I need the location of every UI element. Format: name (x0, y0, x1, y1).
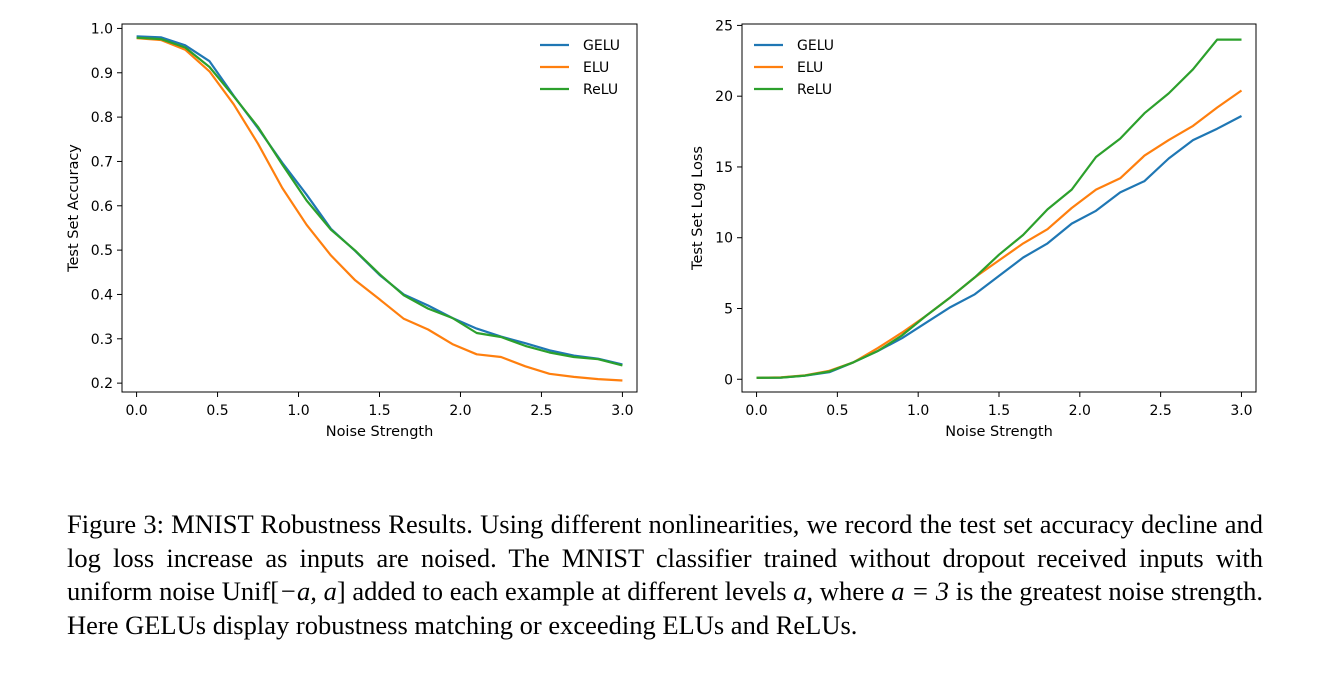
y-tick-label: 15 (715, 160, 733, 176)
series-line-gelu (136, 35, 623, 366)
series-line-elu (756, 89, 1243, 379)
y-axis-label: Test Set Accuracy (66, 144, 82, 273)
x-axis-label: Noise Strength (326, 424, 434, 440)
legend-label-relu: ReLU (583, 82, 618, 98)
x-tick-label: 1.5 (368, 403, 390, 419)
y-tick-label: 25 (715, 18, 733, 34)
y-tick-label: 0.5 (91, 243, 113, 259)
series-group (756, 38, 1243, 379)
caption-text-b: ] added to each example at different lev… (336, 576, 794, 606)
series-line-relu (756, 38, 1242, 379)
x-tick-label: 0.0 (745, 403, 767, 419)
series-line-gelu (756, 115, 1243, 379)
axes-frame (121, 23, 638, 393)
caption-math-a: a (793, 576, 807, 606)
series-line-elu (136, 37, 623, 382)
figure-caption: Figure 3: MNIST Robustness Results. Usin… (67, 508, 1263, 642)
y-tick-label: 0.2 (91, 376, 113, 392)
y-tick-label: 1.0 (91, 21, 113, 37)
y-tick-label: 10 (715, 231, 733, 247)
x-tick-label: 2.5 (1150, 403, 1172, 419)
y-tick-label: 0.3 (91, 332, 113, 348)
series-line-relu (136, 36, 623, 367)
log-loss-chart: 0.0 0.5 1.0 1.5 2.0 2.5 3.0 0 5 10 15 20 25 Noise Str… (690, 18, 1257, 440)
y-axis-label: Test Set Log Loss (690, 146, 706, 271)
x-axis-label: Noise Strength (945, 424, 1053, 440)
legend-label-elu: ELU (583, 60, 609, 76)
legend-label-elu: ELU (797, 60, 823, 76)
legend-label-gelu: GELU (583, 38, 620, 54)
y-tick-label: 0 (724, 372, 733, 388)
y-tick-label: 0.9 (91, 66, 113, 82)
y-tick-label: 20 (715, 89, 733, 105)
x-tick-label: 2.0 (1069, 403, 1091, 419)
caption-label: Figure 3: (67, 509, 164, 539)
y-tick-label: 5 (724, 301, 733, 317)
caption-text-c: , where (806, 576, 892, 606)
figure-charts: 0.0 0.5 1.0 1.5 2.0 2.5 3.0 0.2 0.3 0.4 0.5 0.6 0.7 0… (66, 18, 1257, 440)
y-tick-label: 0.7 (91, 154, 113, 170)
y-tick-label: 0.4 (91, 287, 113, 303)
legend-label-relu: ReLU (797, 82, 832, 98)
legend-label-gelu: GELU (797, 38, 834, 54)
caption-math-eq: a = 3 (891, 576, 950, 606)
x-tick-label: 3.0 (611, 403, 633, 419)
x-tick-label: 3.0 (1230, 403, 1252, 419)
x-tick-label: 0.5 (826, 403, 848, 419)
series-group (136, 35, 623, 382)
x-tick-label: 2.0 (449, 403, 471, 419)
x-tick-label: 1.0 (907, 403, 929, 419)
x-tick-label: 1.0 (287, 403, 309, 419)
x-tick-label: 1.5 (988, 403, 1010, 419)
caption-text-d: is the greatest noise strength. Here GEL… (67, 576, 1263, 640)
caption-text-a: MNIST Robustness Results. Using differen… (67, 509, 1263, 606)
y-tick-label: 0.8 (91, 110, 113, 126)
x-tick-label: 2.5 (530, 403, 552, 419)
y-tick-label: 0.6 (91, 199, 113, 215)
x-tick-label: 0.0 (125, 403, 147, 419)
axes-frame (741, 23, 1257, 393)
caption-math-interval: −a, a (279, 576, 337, 606)
x-tick-label: 0.5 (206, 403, 228, 419)
accuracy-chart: 0.0 0.5 1.0 1.5 2.0 2.5 3.0 0.2 0.3 0.4 0.5 0.6 0.7 0… (66, 21, 638, 440)
